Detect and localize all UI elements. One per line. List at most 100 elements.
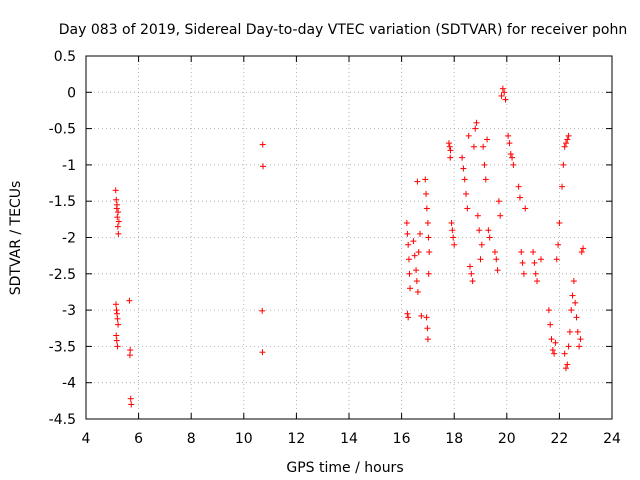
data-point — [113, 337, 120, 344]
data-point — [473, 119, 480, 126]
data-point — [553, 256, 560, 263]
data-point — [426, 249, 433, 256]
data-point — [518, 249, 525, 256]
data-point — [259, 163, 266, 170]
data-point — [115, 209, 122, 216]
data-points — [112, 85, 587, 408]
data-point — [493, 256, 500, 263]
x-tick-label: 14 — [340, 431, 358, 447]
data-point — [505, 132, 512, 139]
grid — [86, 56, 612, 419]
data-point — [522, 205, 529, 212]
data-point — [472, 125, 479, 132]
data-point — [126, 297, 133, 304]
data-point — [578, 249, 585, 256]
data-point — [516, 194, 523, 201]
data-point — [423, 190, 430, 197]
y-axis-label: SDTVAR / TECUs — [8, 181, 24, 296]
x-tick-label: 6 — [134, 431, 143, 447]
data-point — [424, 219, 431, 226]
data-point — [411, 252, 418, 259]
data-point — [415, 249, 422, 256]
data-point — [407, 285, 414, 292]
y-tick-label: -3.5 — [49, 339, 76, 355]
data-point — [424, 325, 431, 332]
data-point — [403, 219, 410, 226]
data-point — [548, 336, 555, 343]
data-point — [568, 307, 575, 314]
data-point — [534, 278, 541, 285]
data-point — [519, 259, 526, 266]
data-point — [404, 230, 411, 237]
data-point — [510, 161, 517, 168]
data-point — [478, 241, 485, 248]
data-point — [495, 198, 502, 205]
data-point — [126, 352, 133, 359]
x-tick-label: 18 — [445, 431, 463, 447]
data-point — [447, 154, 454, 161]
data-point — [451, 241, 458, 248]
data-point — [425, 234, 432, 241]
data-point — [469, 278, 476, 285]
data-point — [482, 176, 489, 183]
data-point — [465, 132, 472, 139]
data-point — [565, 343, 572, 350]
data-point — [574, 328, 581, 335]
data-point — [459, 154, 466, 161]
data-point — [573, 314, 580, 321]
data-point — [464, 205, 471, 212]
x-axis-label: GPS time / hours — [286, 460, 403, 476]
data-point — [507, 151, 514, 158]
data-point — [259, 141, 266, 148]
data-point — [418, 312, 425, 319]
data-point — [425, 270, 432, 277]
data-point — [447, 147, 454, 154]
y-axis-ticks: 0.5 0 -0.5 -1 -1.5 -2 -2.5 -3 -3.5 -4 -4.5 — [49, 49, 612, 428]
data-point — [565, 132, 572, 139]
data-point — [481, 161, 488, 168]
data-point — [112, 187, 119, 194]
x-tick-label: 16 — [393, 431, 411, 447]
data-point — [520, 270, 527, 277]
chart-title: Day 083 of 2019, Sidereal Day-to-day VTE… — [59, 22, 627, 38]
data-point — [405, 241, 412, 248]
data-point — [566, 328, 573, 335]
x-tick-label: 12 — [287, 431, 305, 447]
data-point — [499, 85, 506, 92]
x-tick-label: 20 — [498, 431, 516, 447]
data-point — [413, 278, 420, 285]
data-point — [580, 245, 587, 252]
data-point — [423, 205, 430, 212]
data-point — [509, 154, 516, 161]
data-point — [127, 395, 134, 402]
data-point — [560, 161, 567, 168]
data-point — [491, 249, 498, 256]
data-point — [413, 267, 420, 274]
y-tick-label: -2.5 — [49, 267, 76, 283]
x-axis-ticks: 4 6 8 10 12 14 16 18 20 22 24 — [82, 56, 621, 447]
data-point — [470, 143, 477, 150]
data-point — [486, 234, 493, 241]
data-point — [547, 321, 554, 328]
data-point — [112, 301, 119, 308]
data-point — [555, 241, 562, 248]
data-point — [530, 249, 537, 256]
data-point — [561, 350, 568, 357]
data-point — [551, 350, 558, 357]
x-tick-label: 4 — [82, 431, 91, 447]
data-point — [572, 299, 579, 306]
data-point — [531, 259, 538, 266]
data-point — [115, 218, 122, 225]
data-point — [545, 307, 552, 314]
data-point — [477, 256, 484, 263]
data-point — [460, 165, 467, 172]
data-point — [485, 227, 492, 234]
data-point — [128, 401, 135, 408]
data-point — [446, 143, 453, 150]
data-point — [562, 140, 569, 147]
y-tick-label: 0 — [67, 85, 76, 101]
data-point — [445, 140, 452, 147]
data-point — [570, 278, 577, 285]
